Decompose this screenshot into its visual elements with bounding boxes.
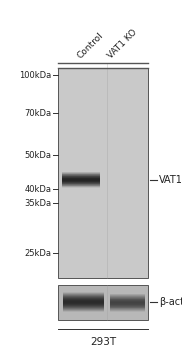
Bar — [62, 175, 100, 176]
Bar — [110, 295, 145, 296]
Bar — [110, 308, 145, 309]
Bar — [62, 187, 100, 188]
Bar — [63, 296, 104, 297]
Bar — [62, 176, 100, 177]
Bar — [62, 183, 100, 184]
Bar — [110, 303, 145, 304]
Bar — [63, 311, 104, 312]
Text: β-actin: β-actin — [159, 297, 182, 307]
Text: VAT1: VAT1 — [159, 175, 182, 185]
Bar — [62, 174, 100, 175]
Bar — [63, 299, 104, 300]
Bar — [63, 292, 104, 293]
Bar — [62, 180, 100, 181]
Bar — [110, 302, 145, 303]
Text: Control: Control — [76, 30, 105, 60]
Bar — [63, 300, 104, 301]
Bar — [62, 181, 100, 182]
Bar — [62, 178, 100, 179]
Bar — [62, 184, 100, 185]
Bar — [62, 177, 100, 178]
Bar — [62, 172, 100, 173]
Bar — [110, 298, 145, 299]
Bar — [63, 294, 104, 295]
Bar — [62, 173, 100, 174]
Bar — [110, 301, 145, 302]
Bar — [63, 301, 104, 302]
Bar — [63, 305, 104, 306]
Bar — [110, 296, 145, 297]
Bar — [63, 306, 104, 307]
Bar — [63, 304, 104, 305]
Text: 293T: 293T — [90, 337, 116, 347]
Bar — [63, 298, 104, 299]
Bar — [63, 307, 104, 308]
Bar — [110, 297, 145, 298]
Bar — [63, 293, 104, 294]
Bar — [62, 185, 100, 186]
Bar — [63, 295, 104, 296]
Bar — [110, 311, 145, 312]
Text: 35kDa: 35kDa — [25, 198, 52, 208]
Bar — [62, 186, 100, 187]
Text: 50kDa: 50kDa — [25, 150, 52, 160]
Bar — [63, 309, 104, 310]
Bar — [110, 294, 145, 295]
Text: 40kDa: 40kDa — [25, 184, 52, 194]
Text: 25kDa: 25kDa — [25, 248, 52, 258]
Bar — [110, 305, 145, 306]
Bar — [63, 297, 104, 298]
Bar — [110, 307, 145, 308]
Bar — [110, 306, 145, 307]
Text: VAT1 KO: VAT1 KO — [106, 27, 138, 60]
Bar — [63, 310, 104, 311]
Bar — [58, 68, 148, 278]
Bar — [58, 285, 148, 320]
Bar — [62, 179, 100, 180]
Bar — [110, 299, 145, 300]
Bar — [62, 182, 100, 183]
Bar — [63, 302, 104, 303]
Text: 70kDa: 70kDa — [25, 108, 52, 118]
Bar — [110, 310, 145, 311]
Text: 100kDa: 100kDa — [19, 70, 52, 79]
Bar — [63, 303, 104, 304]
Bar — [63, 308, 104, 309]
Bar — [110, 304, 145, 305]
Bar — [110, 309, 145, 310]
Bar — [110, 300, 145, 301]
